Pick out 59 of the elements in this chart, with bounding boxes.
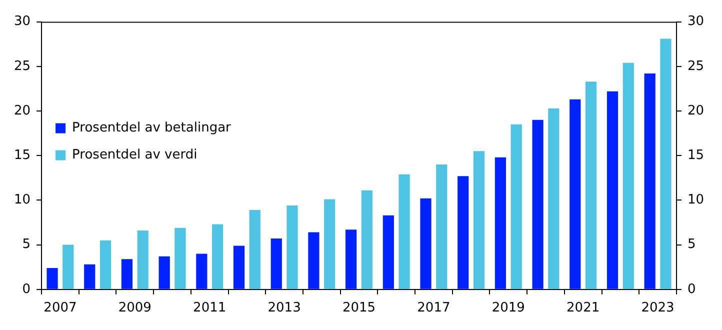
bar <box>212 224 224 289</box>
bar <box>532 120 544 289</box>
bar <box>249 210 260 289</box>
bar <box>46 268 58 289</box>
x-tick-label: 2009 <box>118 300 152 316</box>
bar <box>100 240 112 289</box>
y-tick-label: 15 <box>14 148 31 163</box>
bar <box>548 108 560 289</box>
bar <box>644 74 656 289</box>
y2-tick-label: 20 <box>687 103 704 118</box>
bar <box>398 174 410 289</box>
x-tick-label: 2021 <box>566 300 600 316</box>
y2-tick-label: 30 <box>687 14 704 30</box>
x-tick-label: 2015 <box>342 300 376 316</box>
x-tick-label: 2019 <box>492 300 525 316</box>
y-tick-label: 5 <box>22 237 31 252</box>
bar <box>62 244 74 289</box>
bar <box>458 176 469 289</box>
y-tick-label: 25 <box>14 58 31 74</box>
bar <box>420 198 432 289</box>
y2-tick-label: 0 <box>687 282 696 297</box>
bar <box>233 246 245 289</box>
y-tick-label: 10 <box>14 192 31 208</box>
bar <box>286 206 298 289</box>
bar <box>270 238 282 289</box>
y2-tick-label: 15 <box>687 148 704 163</box>
bar <box>308 232 320 289</box>
x-tick-label: 2017 <box>417 300 450 316</box>
bar <box>585 82 597 289</box>
bar <box>346 230 357 289</box>
bar <box>158 256 170 289</box>
bar <box>622 62 634 289</box>
bar <box>606 91 618 289</box>
bar <box>121 259 133 289</box>
bar <box>494 157 506 289</box>
legend-label: Prosentdel av betalingar <box>72 120 232 136</box>
x-tick-label: 2007 <box>44 300 77 316</box>
bar <box>361 190 372 289</box>
bar <box>174 228 186 289</box>
bar <box>436 164 448 289</box>
bar <box>570 99 581 289</box>
legend-label: Prosentdel av verdi <box>72 148 198 163</box>
y-tick-label: 30 <box>14 14 31 30</box>
bar <box>324 199 336 289</box>
bar <box>382 215 394 289</box>
x-tick-label: 2013 <box>268 300 301 316</box>
bar <box>473 151 485 289</box>
y-tick-label: 0 <box>22 282 31 297</box>
bar <box>660 38 672 289</box>
bar <box>510 124 522 289</box>
y-tick-label: 20 <box>14 103 31 118</box>
x-tick-label: 2023 <box>641 300 674 316</box>
y2-tick-label: 25 <box>687 58 704 74</box>
x-tick-label: 2011 <box>193 300 226 316</box>
bar <box>196 254 208 289</box>
y2-tick-label: 5 <box>687 237 696 252</box>
y2-tick-label: 10 <box>687 192 704 208</box>
bar <box>84 264 96 289</box>
bar <box>137 230 148 289</box>
